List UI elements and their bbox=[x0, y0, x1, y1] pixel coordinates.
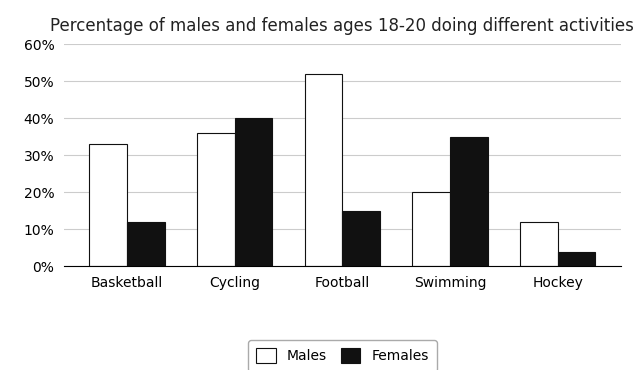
Bar bbox=[305, 74, 342, 266]
Bar bbox=[520, 222, 558, 266]
Bar bbox=[90, 144, 127, 266]
Bar bbox=[412, 192, 450, 266]
Title: Percentage of males and females ages 18-20 doing different activities: Percentage of males and females ages 18-… bbox=[51, 17, 634, 34]
Bar bbox=[127, 222, 164, 266]
Bar bbox=[342, 211, 380, 266]
Bar bbox=[197, 133, 235, 266]
Bar bbox=[235, 118, 273, 266]
Bar bbox=[450, 137, 488, 266]
Bar bbox=[558, 252, 595, 266]
Legend: Males, Females: Males, Females bbox=[248, 340, 437, 370]
